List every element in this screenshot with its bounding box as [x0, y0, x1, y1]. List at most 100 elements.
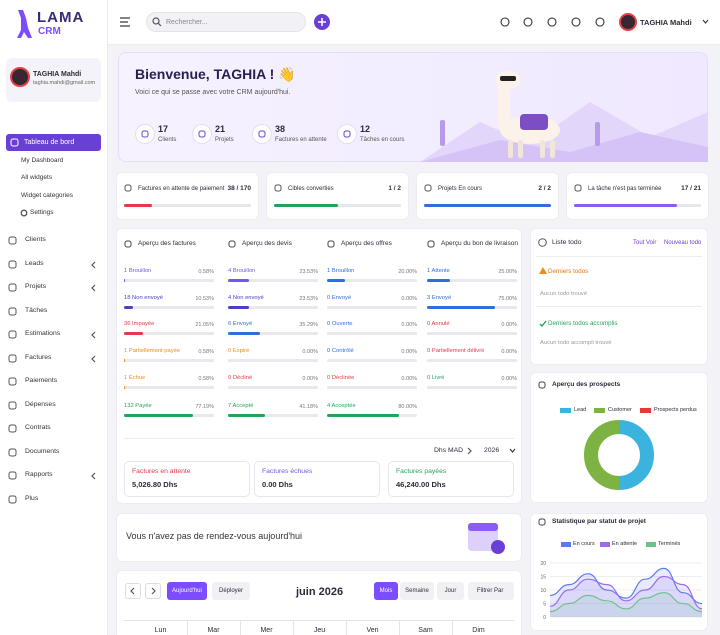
- menu-item[interactable]: Plus: [25, 495, 39, 502]
- stat-value: 21: [215, 124, 226, 134]
- overview-row-track: [327, 279, 417, 282]
- todo-new[interactable]: Nouveau todo: [664, 240, 702, 246]
- prev-button[interactable]: [125, 583, 141, 599]
- legend-swatch: [594, 408, 605, 413]
- project-stats-chart: 0 5 10 15 20: [540, 561, 703, 621]
- legend-label: Prospects perdus: [654, 407, 697, 413]
- filter-button[interactable]: [468, 582, 514, 600]
- prospects-donut: [584, 420, 654, 490]
- next-button[interactable]: [145, 583, 161, 599]
- chevron-line: [130, 587, 135, 595]
- prospects-title: Aperçu des prospects: [552, 381, 621, 388]
- menu-item[interactable]: Estimations: [25, 330, 61, 337]
- submenu-item[interactable]: Widget categories: [21, 192, 74, 199]
- todo-done-empty: Aucun todo accompli trouvé: [540, 340, 612, 346]
- calendar-clock: [491, 540, 505, 554]
- nav-active-label[interactable]: Tableau de bord: [24, 139, 75, 146]
- menu-item[interactable]: Rapports: [25, 471, 53, 478]
- overview-row-track: [124, 386, 214, 389]
- line: [549, 575, 703, 610]
- menu-icon: [8, 260, 17, 269]
- menu-icon-shape: [8, 354, 17, 363]
- view-label[interactable]: Semaine: [405, 588, 429, 594]
- calendar-card: [116, 570, 522, 635]
- menu-item[interactable]: Clients: [25, 236, 46, 243]
- filter-label[interactable]: Filtrer Par: [477, 588, 504, 594]
- topbar-user-name[interactable]: TAGHIA Mahdi: [640, 18, 692, 27]
- overview-row-label: 1 Attente: [427, 268, 450, 274]
- user-dropdown-icon: [702, 19, 709, 24]
- progress-bar: [124, 204, 153, 207]
- year-select[interactable]: 2026: [484, 447, 500, 454]
- menu-item[interactable]: Paiements: [25, 377, 58, 384]
- progress-track: [274, 204, 401, 207]
- menu-icon: [8, 495, 17, 504]
- progress-card-icon: [124, 184, 132, 192]
- view-label[interactable]: Mois: [379, 588, 393, 594]
- llama-leg: [508, 140, 513, 158]
- today-label[interactable]: Aujourd'hui: [172, 588, 202, 594]
- today-button[interactable]: [167, 582, 207, 600]
- progress-card-icon: [424, 184, 432, 192]
- progress-card: [266, 172, 409, 220]
- logo-icon: [17, 10, 32, 38]
- progress-card: [116, 172, 259, 220]
- overview-row-bar: [228, 306, 250, 309]
- menu-item[interactable]: Leads: [25, 260, 44, 267]
- todo-latest-empty: Aucun todo trouvé: [540, 291, 588, 297]
- toolbar-icon: [500, 17, 510, 27]
- overview-row-label: 6 Envoyé: [228, 321, 253, 327]
- progress-card-label: Factures en attente de paiement: [138, 186, 225, 192]
- overview-column-icon-shape: [427, 240, 435, 248]
- legend-label: En cours: [573, 541, 595, 547]
- legend-swatch: [646, 542, 656, 547]
- view-button[interactable]: [374, 582, 398, 600]
- overview-row-percent: 0.00%: [501, 376, 517, 382]
- submenu-item[interactable]: Settings: [30, 209, 54, 216]
- stat-icon-glyph: [258, 130, 266, 138]
- view-button[interactable]: [437, 582, 464, 600]
- todo-view-all[interactable]: Tout Voir: [633, 240, 657, 246]
- total-amount: 0.00 Dhs: [262, 480, 293, 489]
- menu-item[interactable]: Projets: [25, 283, 47, 290]
- menu-toggle: [120, 17, 130, 27]
- weekday-label: Ven: [366, 627, 379, 634]
- toolbar-icon-shape: [500, 17, 510, 27]
- submenu-item[interactable]: My Dashboard: [21, 157, 64, 164]
- overview-row-label: 0 Partiellement délivré: [427, 348, 485, 354]
- chevron-icon: [91, 331, 96, 339]
- prospects-icon: [538, 381, 546, 389]
- overview-row-percent: 0.58%: [198, 376, 214, 382]
- search-box[interactable]: [146, 12, 306, 32]
- view-label[interactable]: Jour: [444, 588, 457, 594]
- calendar-grid-line: [399, 620, 400, 635]
- overview-row-percent: 23.53%: [299, 269, 318, 275]
- menu-item[interactable]: Contrats: [25, 424, 51, 431]
- legend-swatch: [561, 542, 571, 547]
- deploy-label[interactable]: Déployer: [219, 588, 244, 594]
- submenu-item[interactable]: All widgets: [21, 174, 53, 181]
- total-box: [388, 461, 514, 497]
- deploy-button[interactable]: [212, 582, 250, 600]
- overview-row-percent: 0.00%: [501, 322, 517, 328]
- menu-item[interactable]: Factures: [25, 354, 52, 361]
- llama-leg: [540, 140, 545, 158]
- menu-icon: [8, 401, 17, 410]
- menu-icon: [8, 283, 17, 292]
- legend-label: Terminés: [658, 541, 681, 547]
- check-icon: [539, 320, 547, 328]
- search-icon: [152, 17, 162, 27]
- donut-segment: [618, 420, 654, 490]
- overview-row-bar: [124, 359, 125, 362]
- chevron-line: [151, 587, 156, 595]
- menu-item[interactable]: Dépenses: [25, 401, 56, 408]
- overview-row-label: 0 Déclinée: [327, 375, 355, 381]
- menu-item[interactable]: Tâches: [25, 307, 48, 314]
- nav-active[interactable]: [6, 134, 101, 151]
- view-button[interactable]: [400, 582, 434, 600]
- llama-glasses: [500, 76, 516, 81]
- menu-item[interactable]: Documents: [25, 448, 60, 455]
- currency-select[interactable]: Dhs MAD: [434, 447, 464, 454]
- overview-row-track: [228, 306, 318, 309]
